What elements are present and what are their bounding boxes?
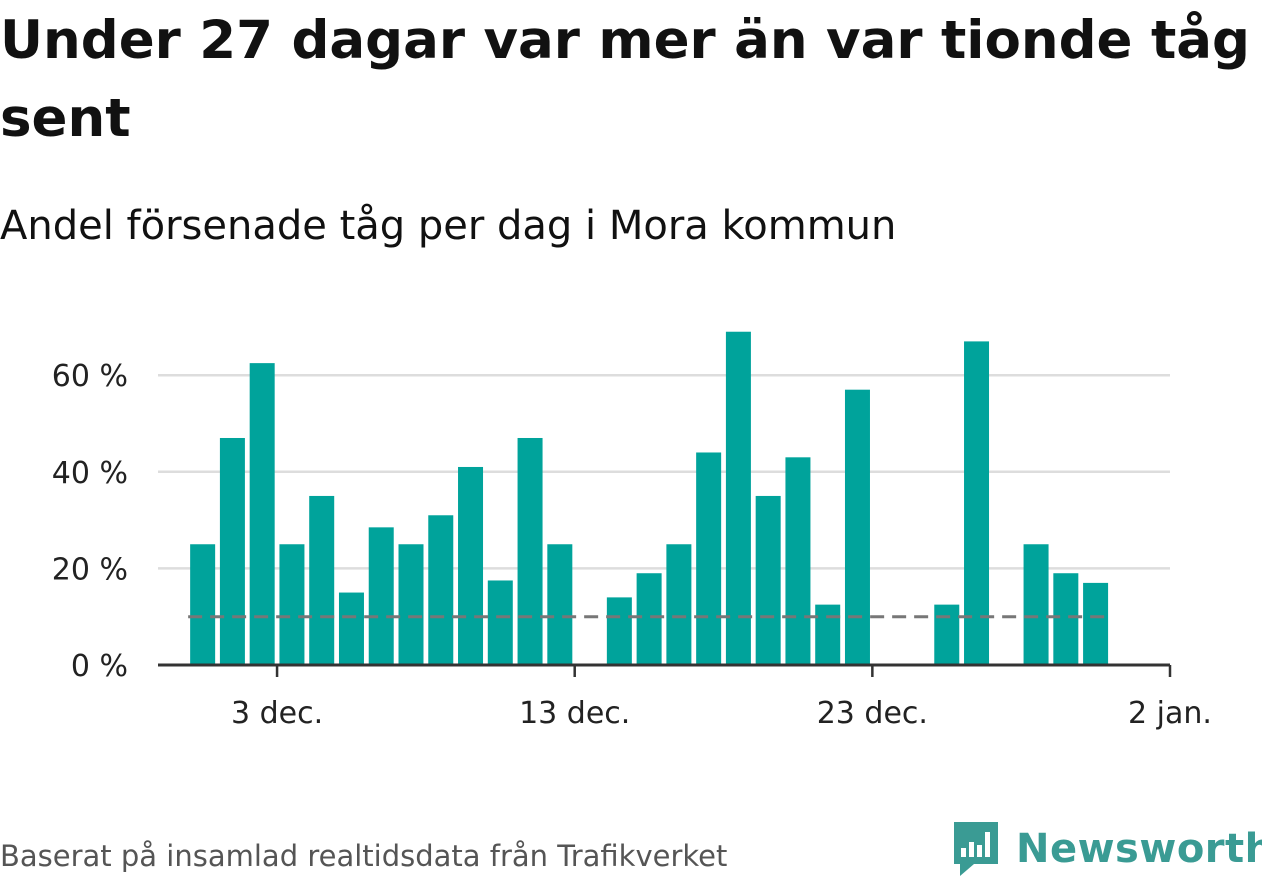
y-tick-label: 60 % bbox=[52, 359, 128, 394]
brand-name: Newsworthy bbox=[1016, 826, 1262, 872]
x-tick-label: 2 jan. bbox=[1128, 696, 1212, 731]
bar bbox=[1023, 544, 1049, 665]
source-note: Baserat på insamlad realtidsdata från Tr… bbox=[0, 839, 728, 873]
bar bbox=[547, 544, 573, 665]
chart-title: Under 27 dagar var mer än var tionde tåg… bbox=[0, 10, 1250, 149]
bar bbox=[249, 363, 275, 665]
y-tick-label: 0 % bbox=[71, 649, 128, 684]
bar bbox=[934, 604, 960, 665]
bar bbox=[428, 515, 454, 665]
bar bbox=[458, 466, 484, 665]
x-tick-label: 23 dec. bbox=[817, 696, 928, 731]
bar-chart: 0 % 20 % 40 % 60 % 3 dec. 13 dec. 23 dec. 2 jan… bbox=[52, 331, 1212, 731]
bar bbox=[815, 604, 841, 665]
bar bbox=[1053, 573, 1079, 665]
bar bbox=[368, 527, 394, 665]
bar bbox=[517, 437, 543, 665]
bar bbox=[964, 341, 990, 665]
bar bbox=[606, 597, 632, 665]
bar bbox=[398, 544, 424, 665]
bar bbox=[1083, 582, 1109, 665]
bar-chart-speech-bubble-icon bbox=[954, 822, 998, 876]
y-tick-label: 20 % bbox=[52, 552, 128, 587]
bar bbox=[725, 331, 751, 665]
bar bbox=[696, 452, 722, 665]
brand-logo: Newsworthy bbox=[950, 818, 1262, 880]
bar bbox=[785, 457, 811, 665]
x-tick-label: 3 dec. bbox=[231, 696, 323, 731]
bar bbox=[636, 573, 662, 665]
chart-subtitle: Andel försenade tåg per dag i Mora kommu… bbox=[0, 203, 897, 249]
bar bbox=[844, 389, 870, 665]
bars bbox=[190, 331, 1109, 665]
bar bbox=[309, 495, 335, 665]
x-tick-label: 13 dec. bbox=[519, 696, 630, 731]
bar bbox=[279, 544, 305, 665]
bar bbox=[219, 437, 245, 665]
bar bbox=[755, 495, 781, 665]
bar bbox=[666, 544, 692, 665]
bar bbox=[190, 544, 216, 665]
axes bbox=[158, 663, 1172, 677]
bar bbox=[338, 592, 364, 665]
tick-labels: 0 % 20 % 40 % 60 % 3 dec. 13 dec. 23 dec. 2 jan… bbox=[52, 359, 1212, 731]
y-tick-label: 40 % bbox=[52, 456, 128, 491]
bar bbox=[487, 580, 513, 665]
